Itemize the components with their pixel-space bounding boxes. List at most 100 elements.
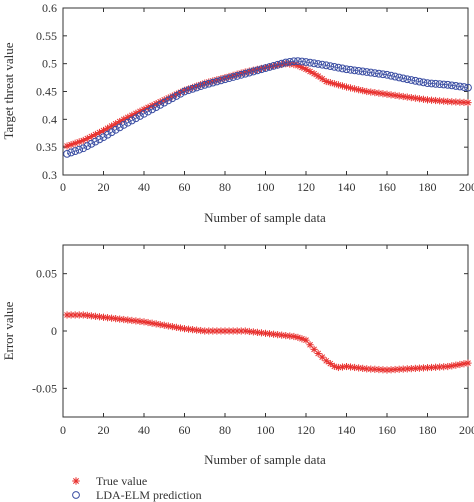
data-point — [168, 94, 177, 103]
x-tick-label: 0 — [60, 180, 66, 194]
data-point — [460, 83, 468, 91]
data-point — [265, 63, 274, 71]
data-point — [358, 67, 367, 76]
data-point — [310, 70, 318, 78]
data-point — [164, 96, 173, 105]
y-tick-label: 0.55 — [36, 29, 57, 43]
data-point — [75, 145, 84, 154]
data-point — [366, 68, 375, 77]
data-point — [233, 72, 242, 80]
y-tick-label: 0.45 — [36, 85, 57, 99]
data-point — [314, 72, 322, 80]
data-point — [451, 82, 460, 90]
data-point — [403, 75, 412, 84]
data-point — [298, 57, 306, 66]
data-point — [338, 64, 347, 73]
data-point — [427, 79, 436, 88]
data-point — [229, 73, 238, 81]
x-tick-label: 140 — [338, 423, 356, 437]
series-markers-0 — [63, 311, 472, 374]
data-point — [184, 86, 193, 95]
data-point — [391, 72, 400, 81]
data-point — [334, 81, 342, 89]
data-point — [310, 59, 319, 68]
data-point — [383, 70, 391, 79]
data-point — [221, 75, 229, 84]
data-point — [419, 78, 428, 87]
data-point — [330, 62, 339, 71]
asterisk-marker-icon — [72, 477, 80, 485]
y-axis-title: Error value — [1, 301, 16, 360]
x-tick-label: 80 — [219, 423, 231, 437]
plot-frame — [62, 7, 469, 176]
legend-label-lda-elm-prediction: LDA-ELM prediction — [96, 488, 202, 502]
x-tick-label: 160 — [378, 423, 396, 437]
data-point — [464, 99, 472, 107]
x-tick-label: 20 — [98, 423, 110, 437]
x-tick-label: 120 — [297, 423, 315, 437]
data-point — [306, 58, 314, 67]
data-point — [387, 71, 395, 80]
data-point — [115, 123, 124, 132]
data-point — [152, 103, 161, 111]
data-point — [370, 69, 379, 78]
x-tick-label: 200 — [459, 423, 474, 437]
data-point — [322, 357, 330, 365]
data-point — [63, 149, 71, 158]
data-point — [148, 105, 157, 114]
chart-target-threat: 0.3 0.35 0.4 0.45 0.5 0.55 0.6 0 20 40 60 80 100 120… — [1, 1, 474, 225]
data-point — [326, 359, 334, 368]
data-point — [257, 65, 266, 74]
data-point — [411, 76, 420, 85]
legend-item-lda-elm-prediction: LDA-ELM prediction — [72, 488, 202, 502]
y-tick-label: 0.4 — [42, 112, 57, 126]
x-axis-title: Number of sample data — [204, 210, 326, 225]
data-point — [464, 83, 472, 92]
y-tick-label: -0.05 — [32, 381, 57, 395]
data-point — [107, 128, 116, 137]
data-point — [302, 65, 310, 73]
data-point — [119, 121, 128, 129]
x-tick-label: 180 — [419, 180, 437, 194]
data-point — [208, 78, 217, 87]
y-ticks: 0.3 0.35 0.4 0.45 0.5 0.55 0.6 — [36, 1, 468, 182]
data-point — [367, 88, 375, 96]
data-point — [196, 82, 205, 91]
data-point — [314, 60, 323, 68]
data-point — [79, 144, 88, 153]
data-point — [342, 83, 351, 91]
data-point — [387, 91, 395, 99]
x-ticks: 0 20 40 60 80 100 120 140 160 180 200 — [60, 245, 474, 437]
y-tick-label: 0.5 — [42, 57, 57, 71]
data-point — [318, 75, 326, 83]
data-point — [355, 86, 363, 94]
data-point — [447, 81, 456, 90]
x-tick-label: 80 — [219, 180, 231, 194]
data-point — [350, 66, 359, 75]
data-point — [273, 60, 282, 69]
data-point — [439, 80, 448, 89]
data-point — [91, 137, 100, 146]
data-point — [180, 87, 189, 96]
data-point — [192, 83, 201, 92]
data-point — [270, 330, 278, 338]
x-tick-label: 60 — [179, 180, 191, 194]
data-point — [399, 74, 408, 83]
data-point — [334, 63, 343, 72]
data-point — [269, 61, 278, 70]
data-point — [375, 69, 383, 78]
data-point — [87, 139, 96, 148]
data-point — [464, 359, 472, 367]
data-point — [241, 69, 250, 78]
data-point — [204, 79, 213, 88]
data-point — [322, 77, 330, 86]
data-point — [213, 77, 221, 86]
data-point — [79, 311, 87, 319]
data-point — [67, 148, 75, 157]
x-tick-label: 40 — [138, 423, 150, 437]
data-point — [188, 84, 197, 93]
data-point — [403, 93, 411, 101]
data-point — [99, 133, 108, 142]
data-point — [237, 70, 246, 79]
data-point — [71, 147, 80, 155]
